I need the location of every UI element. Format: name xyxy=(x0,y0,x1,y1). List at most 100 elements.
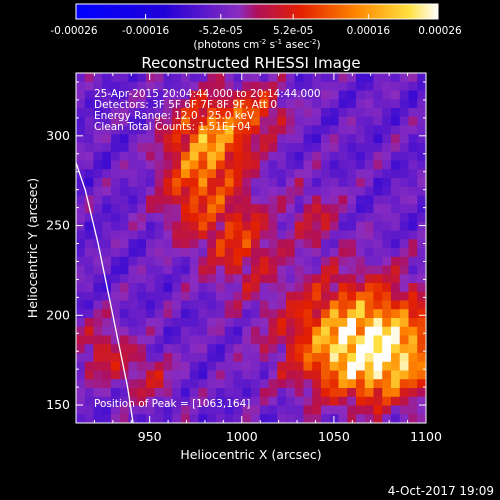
heatmap-cell xyxy=(111,116,121,126)
heatmap-cell xyxy=(391,388,401,398)
heatmap-cell xyxy=(128,99,138,109)
heatmap-cell xyxy=(76,134,86,144)
heatmap-cell xyxy=(347,274,357,284)
heatmap-cell xyxy=(172,265,182,275)
heatmap-cell xyxy=(259,335,269,345)
heatmap-cell xyxy=(181,414,191,423)
heatmap-cell xyxy=(181,291,191,301)
heatmap-cell xyxy=(93,283,103,293)
heatmap-cell xyxy=(321,300,331,310)
heatmap-cell xyxy=(198,125,208,135)
heatmap-cell xyxy=(207,291,217,301)
heatmap-cell xyxy=(338,396,348,406)
heatmap-cell xyxy=(224,195,234,205)
heatmap-cell xyxy=(408,116,418,126)
heatmap-cell xyxy=(154,230,164,240)
heatmap-cell xyxy=(312,221,322,231)
heatmap-cell xyxy=(286,134,296,144)
heatmap-cell xyxy=(84,300,94,310)
heatmap-cell xyxy=(277,230,287,240)
heatmap-cell xyxy=(207,265,217,275)
heatmap-cell xyxy=(373,283,383,293)
heatmap-cell xyxy=(76,370,86,380)
heatmap-cell xyxy=(84,379,94,389)
heatmap-cell xyxy=(321,230,331,240)
heatmap-cell xyxy=(233,143,243,153)
heatmap-cell xyxy=(119,116,129,126)
heatmap-cell xyxy=(286,396,296,406)
heatmap-cell xyxy=(93,396,103,406)
heatmap-cell xyxy=(338,108,348,118)
heatmap-cell xyxy=(146,195,156,205)
heatmap-cell xyxy=(347,300,357,310)
heatmap-cell xyxy=(102,370,112,380)
heatmap-cell xyxy=(373,143,383,153)
heatmap-cell xyxy=(224,108,234,118)
heatmap-cell xyxy=(251,265,261,275)
heatmap-cell xyxy=(312,283,322,293)
heatmap-cell xyxy=(294,116,304,126)
heatmap-cell xyxy=(268,125,278,135)
heatmap-cell xyxy=(84,143,94,153)
heatmap-cell xyxy=(391,213,401,223)
heatmap-cell xyxy=(111,405,121,415)
heatmap-cell xyxy=(329,370,339,380)
heatmap-cell xyxy=(408,335,418,345)
heatmap-cell xyxy=(111,335,121,345)
heatmap-cell xyxy=(181,344,191,354)
heatmap-cell xyxy=(84,396,94,406)
heatmap-cell xyxy=(312,195,322,205)
heatmap-cell xyxy=(251,178,261,188)
heatmap-cell xyxy=(172,300,182,310)
heatmap-cell xyxy=(172,151,182,161)
heatmap-cell xyxy=(391,99,401,109)
heatmap-cell xyxy=(408,204,418,214)
heatmap-cell xyxy=(408,73,418,83)
heatmap-cell xyxy=(102,108,112,118)
heatmap-cell xyxy=(286,335,296,345)
heatmap-cell xyxy=(312,335,322,345)
x-axis-label: Heliocentric X (arcsec) xyxy=(180,447,321,462)
heatmap-cell xyxy=(347,151,357,161)
heatmap-cell xyxy=(111,265,121,275)
heatmap-cell xyxy=(233,239,243,249)
heatmap-cell xyxy=(417,221,426,231)
heatmap-cell xyxy=(312,99,322,109)
heatmap-cell xyxy=(198,99,208,109)
heatmap-cell xyxy=(128,239,138,249)
heatmap-cell xyxy=(102,151,112,161)
heatmap-cell xyxy=(286,265,296,275)
heatmap-cell xyxy=(224,81,234,91)
heatmap-cell xyxy=(417,204,426,214)
heatmap-cell xyxy=(216,213,226,223)
heatmap-cell xyxy=(102,300,112,310)
heatmap-cell xyxy=(294,300,304,310)
heatmap-cell xyxy=(207,353,217,363)
heatmap-cell xyxy=(303,108,313,118)
heatmap-cell xyxy=(102,195,112,205)
heatmap-cell xyxy=(76,230,86,240)
heatmap-cell xyxy=(268,81,278,91)
heatmap-cell xyxy=(216,405,226,415)
heatmap-cell xyxy=(329,248,339,258)
heatmap-cell xyxy=(338,134,348,144)
heatmap-cell xyxy=(294,143,304,153)
heatmap-cell xyxy=(102,160,112,170)
heatmap-cell xyxy=(84,283,94,293)
heatmap-cell xyxy=(207,405,217,415)
heatmap-cell xyxy=(242,300,252,310)
heatmap-cell xyxy=(76,178,86,188)
heatmap-cell xyxy=(224,361,234,371)
heatmap-cell xyxy=(277,414,287,423)
heatmap-cell xyxy=(382,309,392,319)
heatmap-cell xyxy=(382,81,392,91)
heatmap-cell xyxy=(277,283,287,293)
heatmap-cell xyxy=(277,204,287,214)
heatmap-cell xyxy=(382,379,392,389)
heatmap-cell xyxy=(277,108,287,118)
heatmap-cell xyxy=(268,151,278,161)
heatmap-cell xyxy=(417,195,426,205)
heatmap-cell xyxy=(312,291,322,301)
heatmap-cell xyxy=(181,73,191,83)
heatmap-cell xyxy=(347,326,357,336)
